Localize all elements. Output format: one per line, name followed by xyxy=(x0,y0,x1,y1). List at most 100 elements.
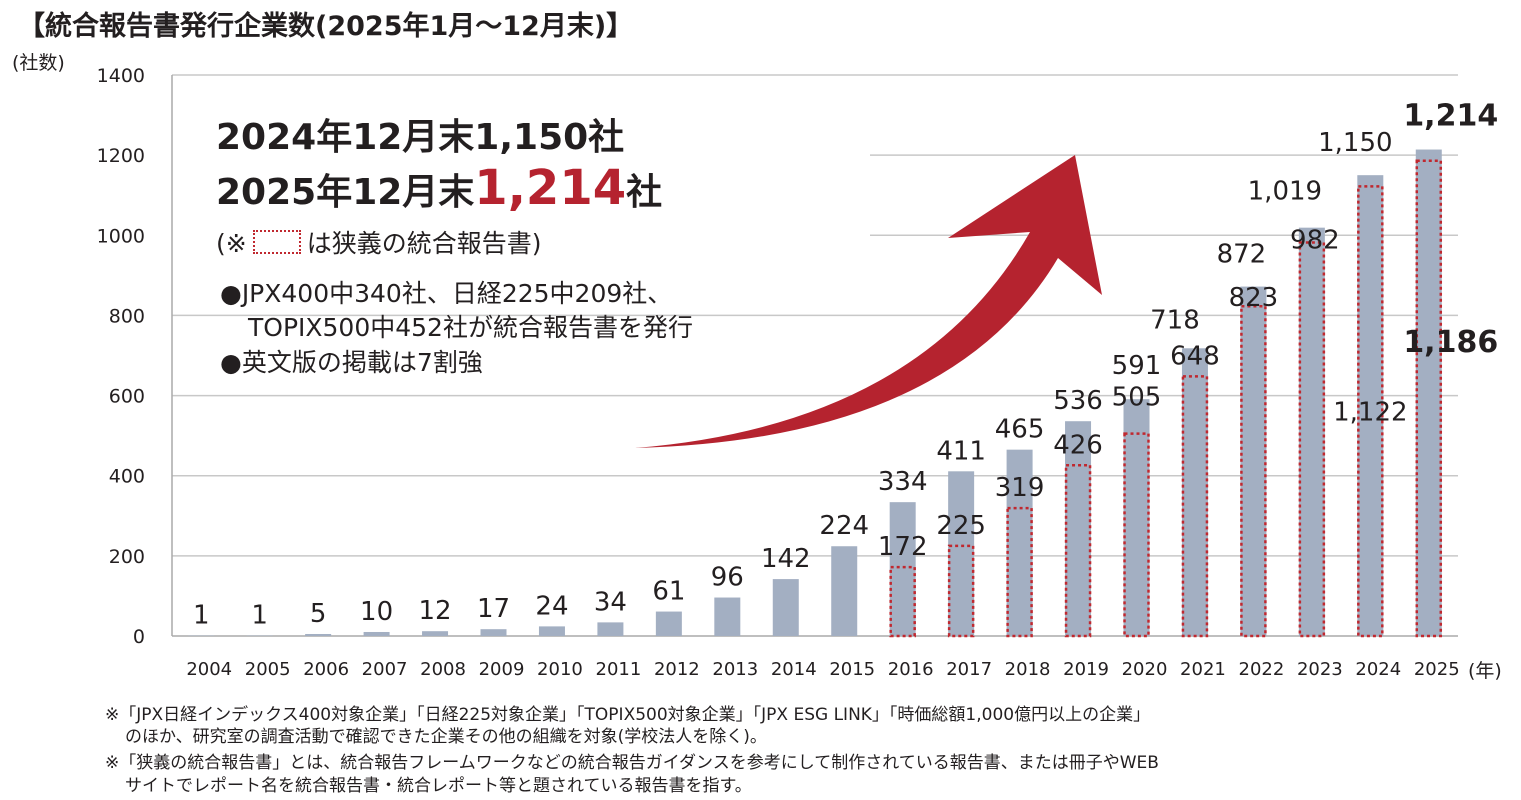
bar-total-2022 xyxy=(1240,286,1267,636)
growth-arrow-icon xyxy=(635,155,1102,448)
x-tick-label: 2025 xyxy=(1414,659,1460,680)
x-tick-label: 2004 xyxy=(186,659,232,680)
x-tick-label: 2021 xyxy=(1180,659,1226,680)
footnote-4: サイトでレポート名を統合報告書・統合レポート等と題されている報告書を指す。 xyxy=(125,776,752,796)
bar-total-2020 xyxy=(1123,399,1150,636)
chart-title: 【統合報告書発行企業数(2025年1月～12月末)】 xyxy=(18,11,634,42)
data-label-total: 1,019 xyxy=(1248,177,1322,207)
data-label-total: 34 xyxy=(594,587,627,617)
legend-open: (※ xyxy=(216,229,247,258)
bar-narrow-2017 xyxy=(947,544,975,638)
data-label-narrow: 225 xyxy=(936,511,986,541)
bar-total-2021 xyxy=(1181,348,1208,636)
bar-total-2011 xyxy=(597,622,624,636)
x-tick-label: 2024 xyxy=(1355,659,1401,680)
data-label-total: 872 xyxy=(1217,240,1267,270)
x-tick-label: 2013 xyxy=(712,659,758,680)
y-axis-label: (社数) xyxy=(12,52,65,74)
bar-total-2023 xyxy=(1298,227,1325,636)
data-label-total: 1 xyxy=(193,601,210,631)
y-tick-label: 1400 xyxy=(97,65,145,87)
y-tick-label: 800 xyxy=(109,305,145,327)
x-tick-label: 2018 xyxy=(1005,659,1051,680)
x-tick-label: 2007 xyxy=(362,659,408,680)
x-tick-label: 2012 xyxy=(654,659,700,680)
y-tick-label: 1200 xyxy=(97,145,145,167)
data-label-narrow: 319 xyxy=(995,473,1045,503)
data-label-narrow: 648 xyxy=(1170,341,1220,371)
bullet-1a: ●JPX400中340社、日経225中209社、 xyxy=(220,279,673,308)
x-tick-label: 2020 xyxy=(1122,659,1168,680)
x-tick-label: 2010 xyxy=(537,659,583,680)
y-tick-label: 1000 xyxy=(97,225,145,247)
data-label-total: 24 xyxy=(535,591,568,621)
x-tick-label: 2016 xyxy=(888,659,934,680)
data-label-total: 334 xyxy=(878,467,928,497)
data-label-total: 61 xyxy=(652,577,685,607)
data-label-total: 1 xyxy=(251,601,268,631)
data-label-total: 10 xyxy=(360,597,393,627)
bar-narrow-2021 xyxy=(1181,375,1209,638)
footnote-2: のほか、研究室の調査活動で確認できた企業その他の組織を対象(学校法人を除く)。 xyxy=(125,727,767,747)
annotation-2025-suffix: 社 xyxy=(626,172,663,213)
data-label-total: 142 xyxy=(761,544,811,574)
bar-total-2025 xyxy=(1415,149,1442,637)
x-tick-label: 2011 xyxy=(596,659,642,680)
x-tick-label: 2005 xyxy=(245,659,291,680)
x-axis-label: (年) xyxy=(1468,660,1502,682)
footnote-1: ※「JPX日経インデックス400対象企業」「日経225対象企業」「TOPIX50… xyxy=(105,705,1151,725)
data-label-total: 536 xyxy=(1053,386,1103,416)
data-label-total: 718 xyxy=(1150,305,1200,335)
bar-total-2016 xyxy=(889,502,916,636)
x-tick-label: 2019 xyxy=(1063,659,1109,680)
bar-total-2009 xyxy=(480,629,507,636)
dotted-box-legend-icon xyxy=(252,230,301,254)
data-label-total: 465 xyxy=(995,415,1045,445)
bar-total-2010 xyxy=(538,626,565,636)
bar-narrow-2016 xyxy=(889,565,916,638)
x-tick-label: 2006 xyxy=(303,659,349,680)
bar-total-2008 xyxy=(422,631,449,636)
y-tick-label: 600 xyxy=(109,386,145,408)
x-tick-label: 2009 xyxy=(479,659,525,680)
bar-total-2007 xyxy=(363,631,390,636)
bar-total-2013 xyxy=(714,597,741,636)
bar-narrow-2024 xyxy=(1357,185,1384,638)
x-tick-label: 2014 xyxy=(771,659,817,680)
data-label-narrow: 426 xyxy=(1053,430,1103,460)
data-label-narrow: 982 xyxy=(1290,225,1340,255)
bar-narrow-2018 xyxy=(1006,506,1033,638)
x-tick-label: 2015 xyxy=(829,659,875,680)
data-label-total: 224 xyxy=(819,511,869,541)
data-label-narrow: 1,122 xyxy=(1333,397,1407,427)
bar-total-2017 xyxy=(948,471,975,636)
x-tick-label: 2017 xyxy=(946,659,992,680)
data-label-total: 5 xyxy=(310,599,327,629)
data-label-narrow: 172 xyxy=(878,532,928,562)
bar-narrow-2025 xyxy=(1415,159,1443,638)
y-tick-label: 400 xyxy=(109,466,145,488)
data-label-total: 1,214 xyxy=(1403,99,1498,134)
bar-total-2015 xyxy=(831,546,858,636)
bar-narrow-2019 xyxy=(1064,464,1092,638)
data-label-total: 12 xyxy=(418,596,451,626)
bar-total-2018 xyxy=(1006,449,1033,636)
data-label-total: 1,150 xyxy=(1318,128,1392,158)
bullet-2: ●英文版の掲載は7割強 xyxy=(220,348,483,377)
y-tick-label: 0 xyxy=(133,626,145,648)
footnote-3: ※「狭義の統合報告書」とは、統合報告フレームワークなどの統合報告ガイダンスを参考… xyxy=(105,753,1159,773)
bar-total-2014 xyxy=(772,579,799,636)
data-label-total: 591 xyxy=(1112,351,1162,381)
bar-narrow-2020 xyxy=(1123,432,1150,638)
annotation-2025-highlight: 1,214 xyxy=(474,160,627,216)
x-tick-label: 2022 xyxy=(1239,659,1285,680)
annotation-2025: 2025年12月末1,214社 xyxy=(216,160,662,216)
data-label-total: 17 xyxy=(477,594,510,624)
data-label-narrow: 823 xyxy=(1229,283,1279,313)
bar-total-2019 xyxy=(1065,421,1092,636)
data-label-total: 411 xyxy=(936,436,986,466)
bar-total-2006 xyxy=(305,633,332,636)
bullet-1b: TOPIX500中452社が統合報告書を発行 xyxy=(248,313,693,342)
legend-text: は狭義の統合報告書) xyxy=(306,229,542,258)
